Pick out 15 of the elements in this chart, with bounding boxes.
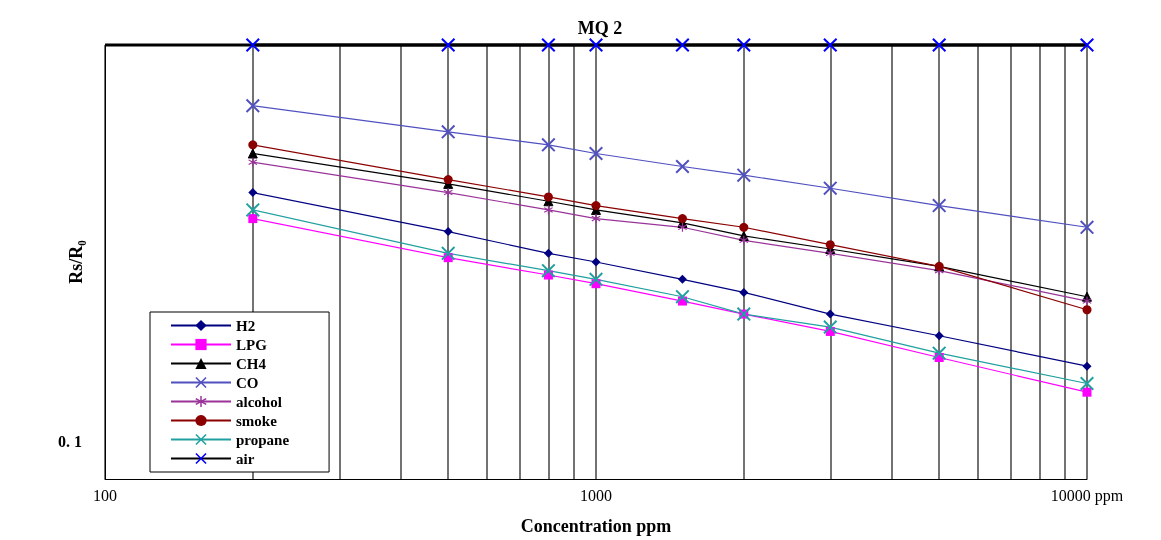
- chart-title: MQ 2: [577, 18, 623, 38]
- legend-label: LPG: [236, 336, 268, 353]
- x-tick-label: 100: [93, 486, 117, 504]
- legend-label: air: [236, 450, 255, 467]
- legend-label: CO: [236, 374, 259, 391]
- legend-label: alcohol: [236, 393, 282, 410]
- y-axis-title: Rs/R₀: [66, 240, 86, 284]
- x-tick-label: 1000: [580, 486, 612, 504]
- legend-label: propane: [236, 431, 290, 448]
- text: 0. 1: [58, 432, 82, 450]
- legend-label: CH4: [236, 355, 267, 372]
- legend-label: H2: [236, 317, 256, 334]
- x-axis-title: Concentration ppm: [520, 516, 672, 536]
- x-tick-label: 10000 ppm: [1050, 486, 1124, 505]
- legend-label: smoke: [236, 412, 278, 429]
